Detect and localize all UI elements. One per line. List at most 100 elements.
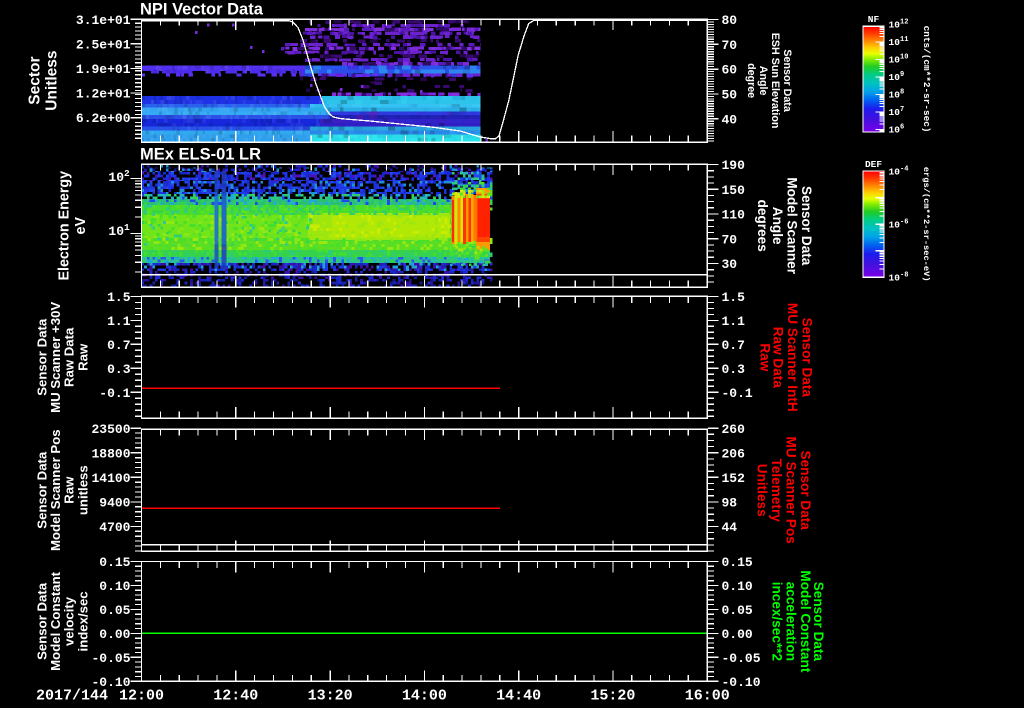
svg-text:10: 10 — [108, 170, 124, 185]
svg-text:190: 190 — [722, 158, 746, 173]
svg-text:-0.10: -0.10 — [722, 675, 761, 690]
svg-text:Sector: Sector — [26, 56, 43, 104]
svg-text:9: 9 — [900, 71, 904, 79]
svg-text:NF: NF — [868, 14, 880, 25]
svg-text:70: 70 — [722, 232, 738, 247]
svg-text:4700: 4700 — [99, 520, 130, 535]
svg-text:velocity: velocity — [62, 596, 77, 646]
svg-text:Sensor Data: Sensor Data — [34, 451, 49, 529]
svg-text:0.10: 0.10 — [99, 579, 130, 594]
svg-text:Model Scanner Pos: Model Scanner Pos — [48, 429, 63, 551]
svg-text:12: 12 — [900, 19, 908, 27]
svg-text:MU Scanner IntH: MU Scanner IntH — [785, 303, 800, 412]
svg-text:degree: degree — [745, 63, 757, 98]
svg-text:260: 260 — [722, 422, 746, 437]
svg-text:1.1: 1.1 — [722, 314, 746, 329]
svg-text:-4: -4 — [900, 165, 908, 173]
svg-text:40: 40 — [722, 112, 738, 127]
svg-text:0.3: 0.3 — [722, 362, 746, 377]
svg-text:-0.05: -0.05 — [91, 651, 130, 666]
svg-text:18800: 18800 — [91, 446, 130, 461]
svg-text:10: 10 — [889, 273, 901, 284]
svg-text:Model Scanner: Model Scanner — [785, 177, 800, 274]
svg-text:70: 70 — [722, 38, 738, 53]
svg-text:1.5: 1.5 — [722, 290, 746, 305]
svg-text:206: 206 — [722, 446, 746, 461]
svg-text:3.1e+01: 3.1e+01 — [76, 13, 131, 28]
svg-text:Telemetry: Telemetry — [769, 459, 784, 523]
svg-text:6: 6 — [900, 124, 904, 132]
svg-text:-0.1: -0.1 — [722, 386, 753, 401]
svg-text:2017/144: 2017/144 — [36, 687, 108, 704]
svg-text:10: 10 — [889, 20, 901, 31]
svg-text:10: 10 — [889, 167, 901, 178]
svg-text:0.7: 0.7 — [107, 338, 130, 353]
svg-text:-0.10: -0.10 — [91, 675, 130, 690]
svg-text:10: 10 — [889, 125, 901, 136]
svg-text:-0.05: -0.05 — [722, 651, 761, 666]
svg-text:98: 98 — [722, 496, 738, 511]
svg-text:10: 10 — [889, 220, 901, 231]
svg-text:0.15: 0.15 — [99, 555, 130, 570]
svg-text:12:40: 12:40 — [213, 687, 258, 704]
svg-text:eV: eV — [73, 216, 89, 234]
svg-text:0.7: 0.7 — [722, 338, 745, 353]
svg-text:10: 10 — [889, 55, 901, 66]
svg-text:Raw: Raw — [758, 343, 773, 371]
svg-text:30: 30 — [722, 257, 738, 272]
svg-text:10: 10 — [889, 107, 901, 118]
svg-text:Sensor Data: Sensor Data — [799, 186, 814, 266]
svg-text:Unitless: Unitless — [44, 50, 61, 110]
svg-text:8: 8 — [900, 89, 904, 97]
svg-text:Raw: Raw — [75, 343, 90, 371]
svg-text:Angle: Angle — [770, 207, 785, 245]
svg-text:1.5: 1.5 — [107, 290, 131, 305]
svg-text:-6: -6 — [900, 218, 908, 226]
svg-text:Sensor Data: Sensor Data — [34, 318, 49, 396]
svg-text:0.05: 0.05 — [722, 603, 753, 618]
svg-text:13:20: 13:20 — [308, 687, 353, 704]
svg-text:Sensor Data: Sensor Data — [34, 582, 49, 660]
svg-text:0.05: 0.05 — [99, 603, 130, 618]
svg-text:Sensor Data: Sensor Data — [798, 451, 813, 531]
svg-text:DEF: DEF — [865, 159, 882, 170]
svg-text:MU Scanner Pos: MU Scanner Pos — [783, 437, 798, 544]
svg-text:50: 50 — [722, 88, 738, 103]
svg-text:NPI Vector Data: NPI Vector Data — [140, 0, 264, 18]
svg-text:15:20: 15:20 — [590, 687, 635, 704]
svg-text:incex/sec**2: incex/sec**2 — [769, 582, 784, 662]
svg-text:14100: 14100 — [91, 471, 130, 486]
svg-text:Raw Data: Raw Data — [770, 327, 785, 389]
svg-text:-8: -8 — [900, 271, 908, 279]
svg-text:Sensor Data: Sensor Data — [800, 318, 815, 398]
svg-text:150: 150 — [722, 183, 746, 198]
svg-text:degrees: degrees — [755, 200, 770, 252]
svg-text:152: 152 — [722, 471, 746, 486]
svg-text:0.00: 0.00 — [99, 627, 130, 642]
svg-text:Model Constant: Model Constant — [48, 571, 63, 671]
svg-text:14:00: 14:00 — [402, 687, 447, 704]
svg-text:16:00: 16:00 — [685, 687, 730, 704]
svg-text:110: 110 — [722, 208, 746, 223]
svg-text:-0.1: -0.1 — [99, 386, 130, 401]
svg-text:Sensor Data: Sensor Data — [811, 582, 826, 662]
svg-text:60: 60 — [722, 63, 738, 78]
svg-text:acceleration: acceleration — [784, 582, 799, 661]
svg-text:1: 1 — [124, 222, 130, 233]
svg-text:1.1: 1.1 — [107, 314, 131, 329]
svg-text:Sensor Data: Sensor Data — [781, 49, 793, 112]
svg-text:23500: 23500 — [91, 422, 130, 437]
svg-text:7: 7 — [900, 106, 904, 114]
svg-text:10: 10 — [900, 54, 908, 62]
svg-text:ESH Sun Elevation: ESH Sun Elevation — [769, 33, 781, 129]
svg-text:unitless: unitless — [75, 465, 90, 515]
svg-text:10: 10 — [108, 224, 124, 239]
svg-text:2.5e+01: 2.5e+01 — [76, 37, 131, 52]
svg-text:Raw Data: Raw Data — [62, 327, 77, 387]
svg-text:cnts/(cm**2-sr-sec): cnts/(cm**2-sr-sec) — [921, 26, 932, 133]
svg-text:6.2e+00: 6.2e+00 — [76, 111, 131, 126]
svg-text:0.10: 0.10 — [722, 579, 753, 594]
svg-text:14:40: 14:40 — [496, 687, 541, 704]
svg-text:MEx ELS-01 LR: MEx ELS-01 LR — [140, 145, 261, 163]
svg-text:2: 2 — [124, 168, 130, 179]
